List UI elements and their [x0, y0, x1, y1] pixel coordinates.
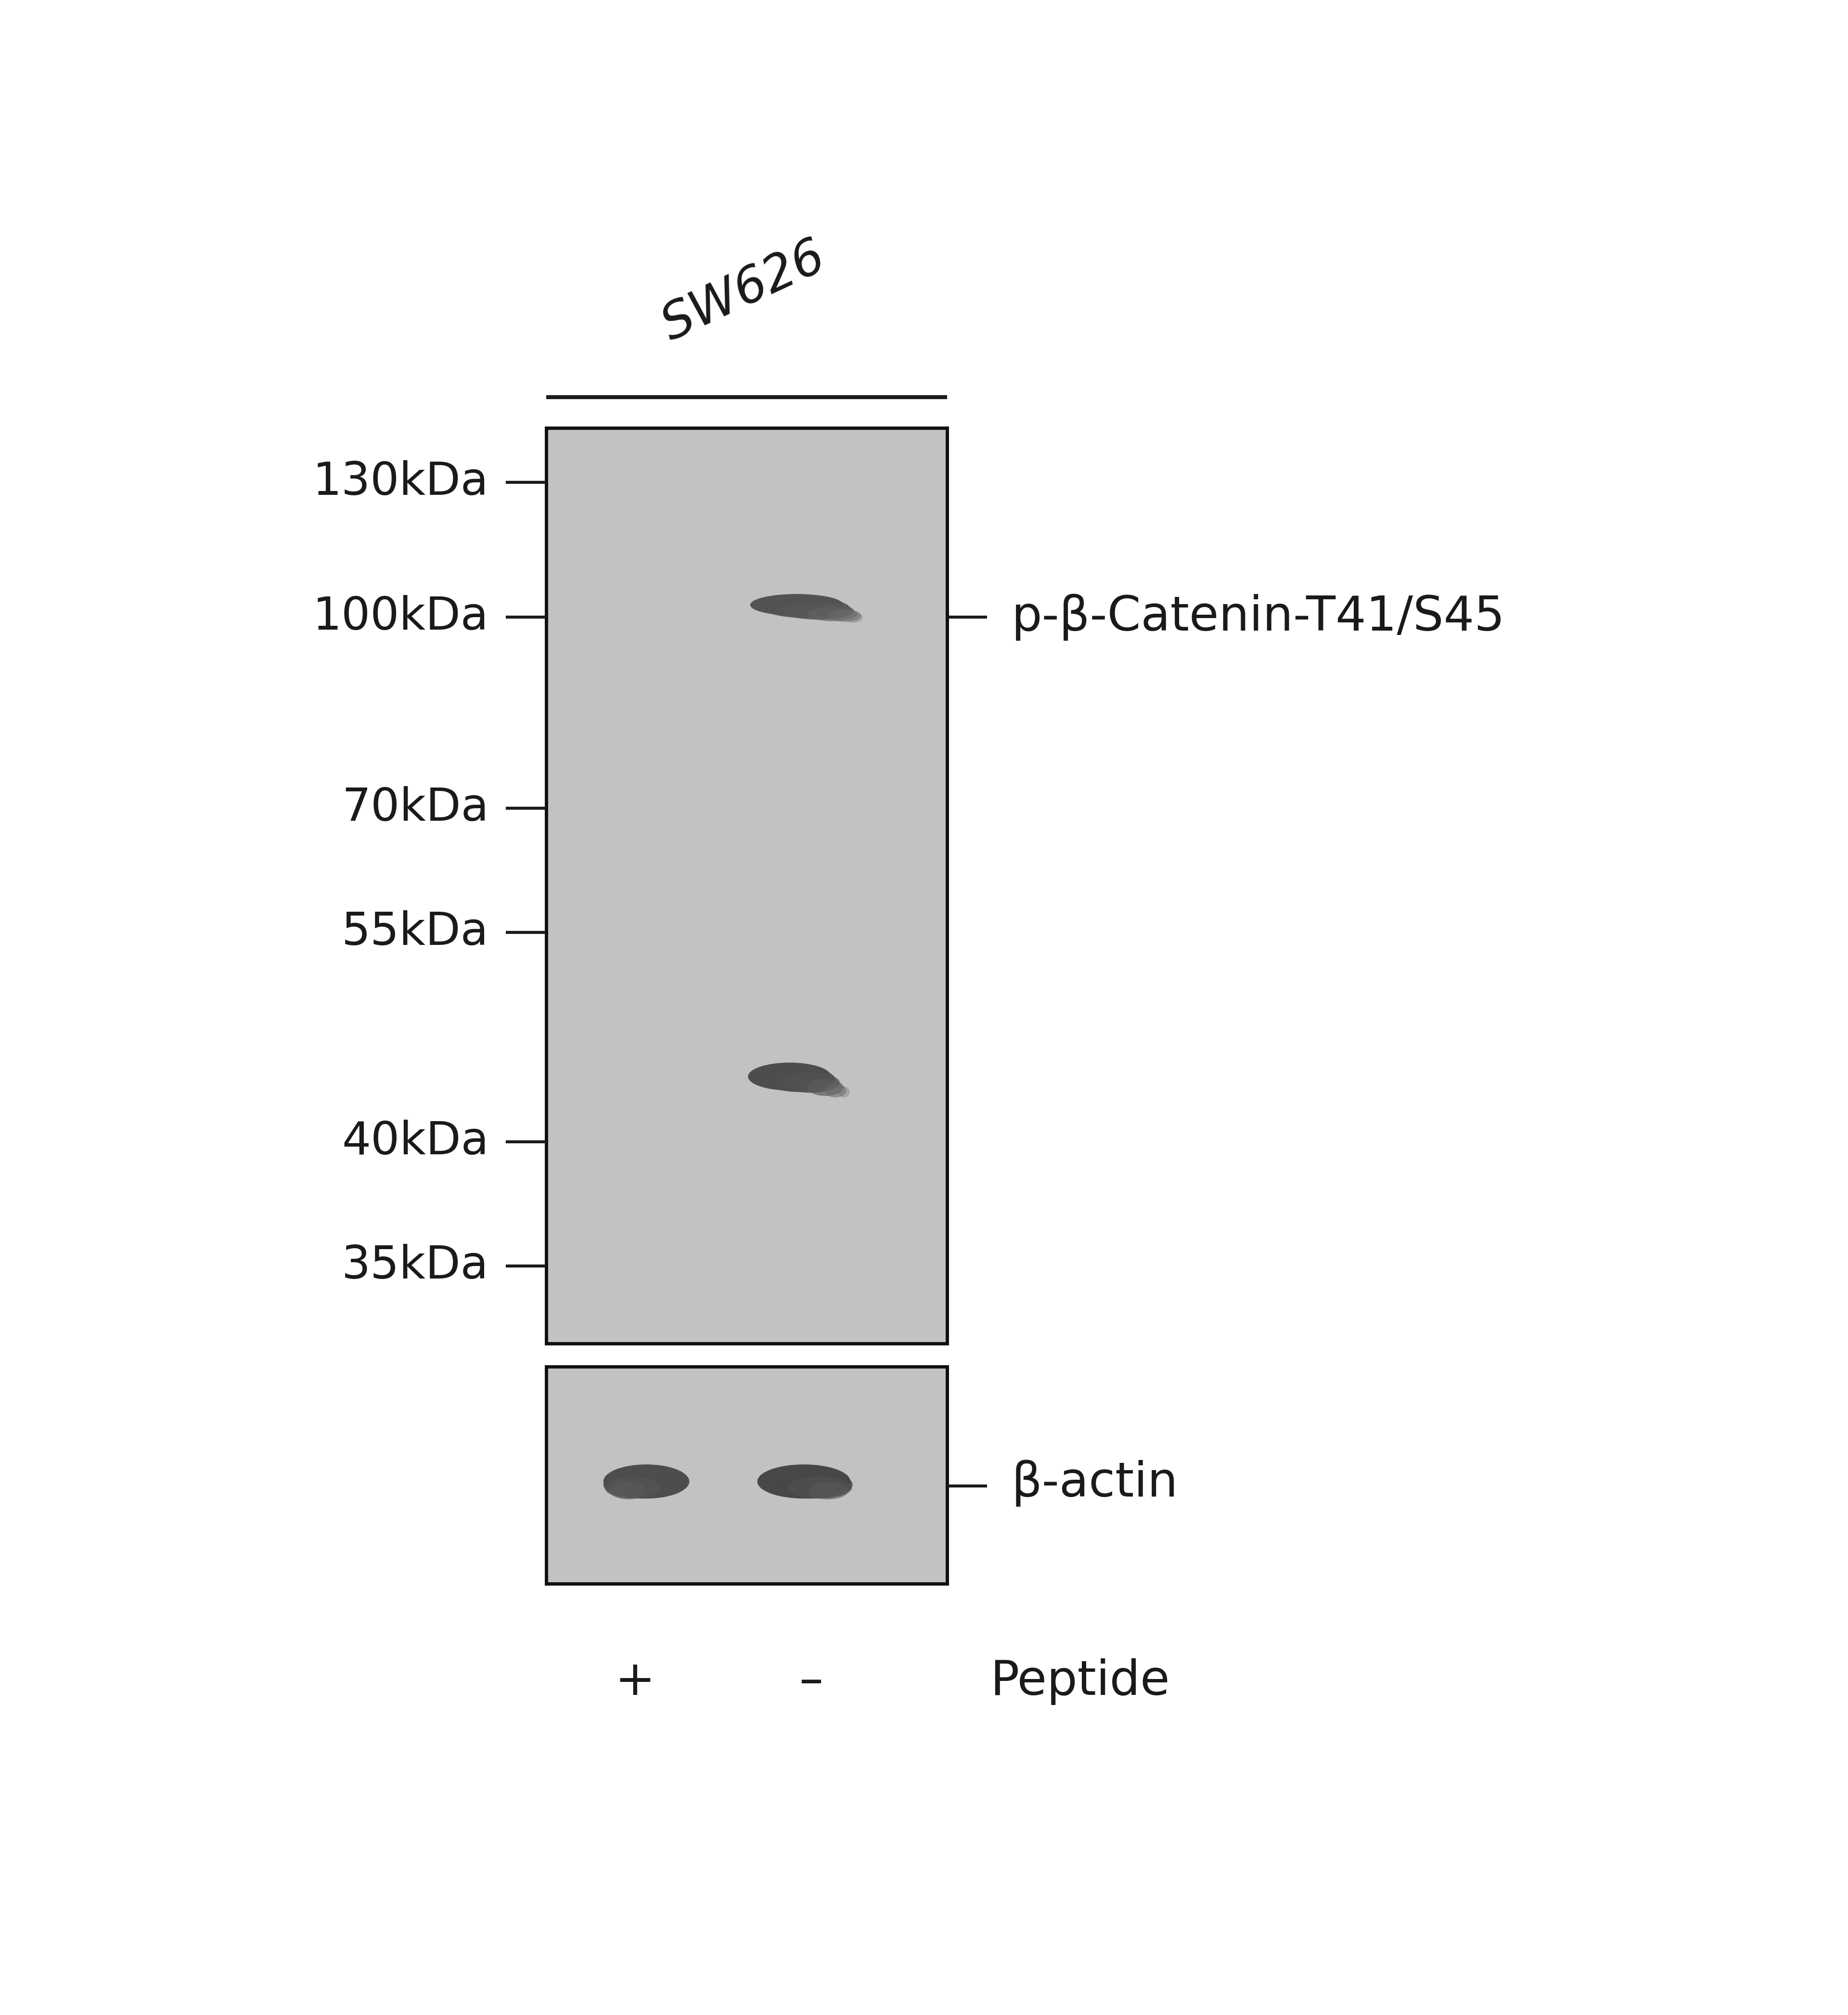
FancyBboxPatch shape: [547, 427, 946, 1344]
Ellipse shape: [763, 598, 850, 619]
Text: 130kDa: 130kDa: [312, 459, 488, 504]
Text: SW626: SW626: [654, 234, 833, 351]
Text: +: +: [615, 1658, 654, 1705]
Ellipse shape: [763, 1068, 835, 1092]
Ellipse shape: [610, 1483, 645, 1499]
Ellipse shape: [824, 1084, 846, 1098]
Text: β-actin: β-actin: [1011, 1459, 1179, 1507]
Ellipse shape: [782, 602, 854, 619]
Ellipse shape: [782, 1072, 839, 1092]
Text: p-β-Catenin-T41/S45: p-β-Catenin-T41/S45: [1011, 594, 1506, 641]
Text: Peptide: Peptide: [991, 1658, 1170, 1705]
Ellipse shape: [808, 607, 857, 621]
Ellipse shape: [808, 1483, 848, 1499]
Ellipse shape: [769, 1471, 852, 1499]
Text: 40kDa: 40kDa: [342, 1120, 488, 1165]
Ellipse shape: [604, 1477, 660, 1499]
Ellipse shape: [602, 1471, 675, 1499]
Text: –: –: [798, 1658, 822, 1705]
Text: 35kDa: 35kDa: [342, 1243, 488, 1288]
Ellipse shape: [750, 594, 843, 617]
Ellipse shape: [808, 1078, 843, 1096]
Ellipse shape: [845, 613, 863, 623]
Ellipse shape: [748, 1062, 832, 1090]
Ellipse shape: [602, 1465, 689, 1499]
FancyBboxPatch shape: [547, 1366, 946, 1584]
Ellipse shape: [839, 1086, 850, 1098]
Ellipse shape: [830, 609, 861, 623]
Ellipse shape: [787, 1477, 852, 1499]
Ellipse shape: [758, 1465, 850, 1499]
Text: 70kDa: 70kDa: [342, 786, 488, 830]
Text: 100kDa: 100kDa: [312, 594, 488, 639]
Text: 55kDa: 55kDa: [342, 911, 488, 955]
